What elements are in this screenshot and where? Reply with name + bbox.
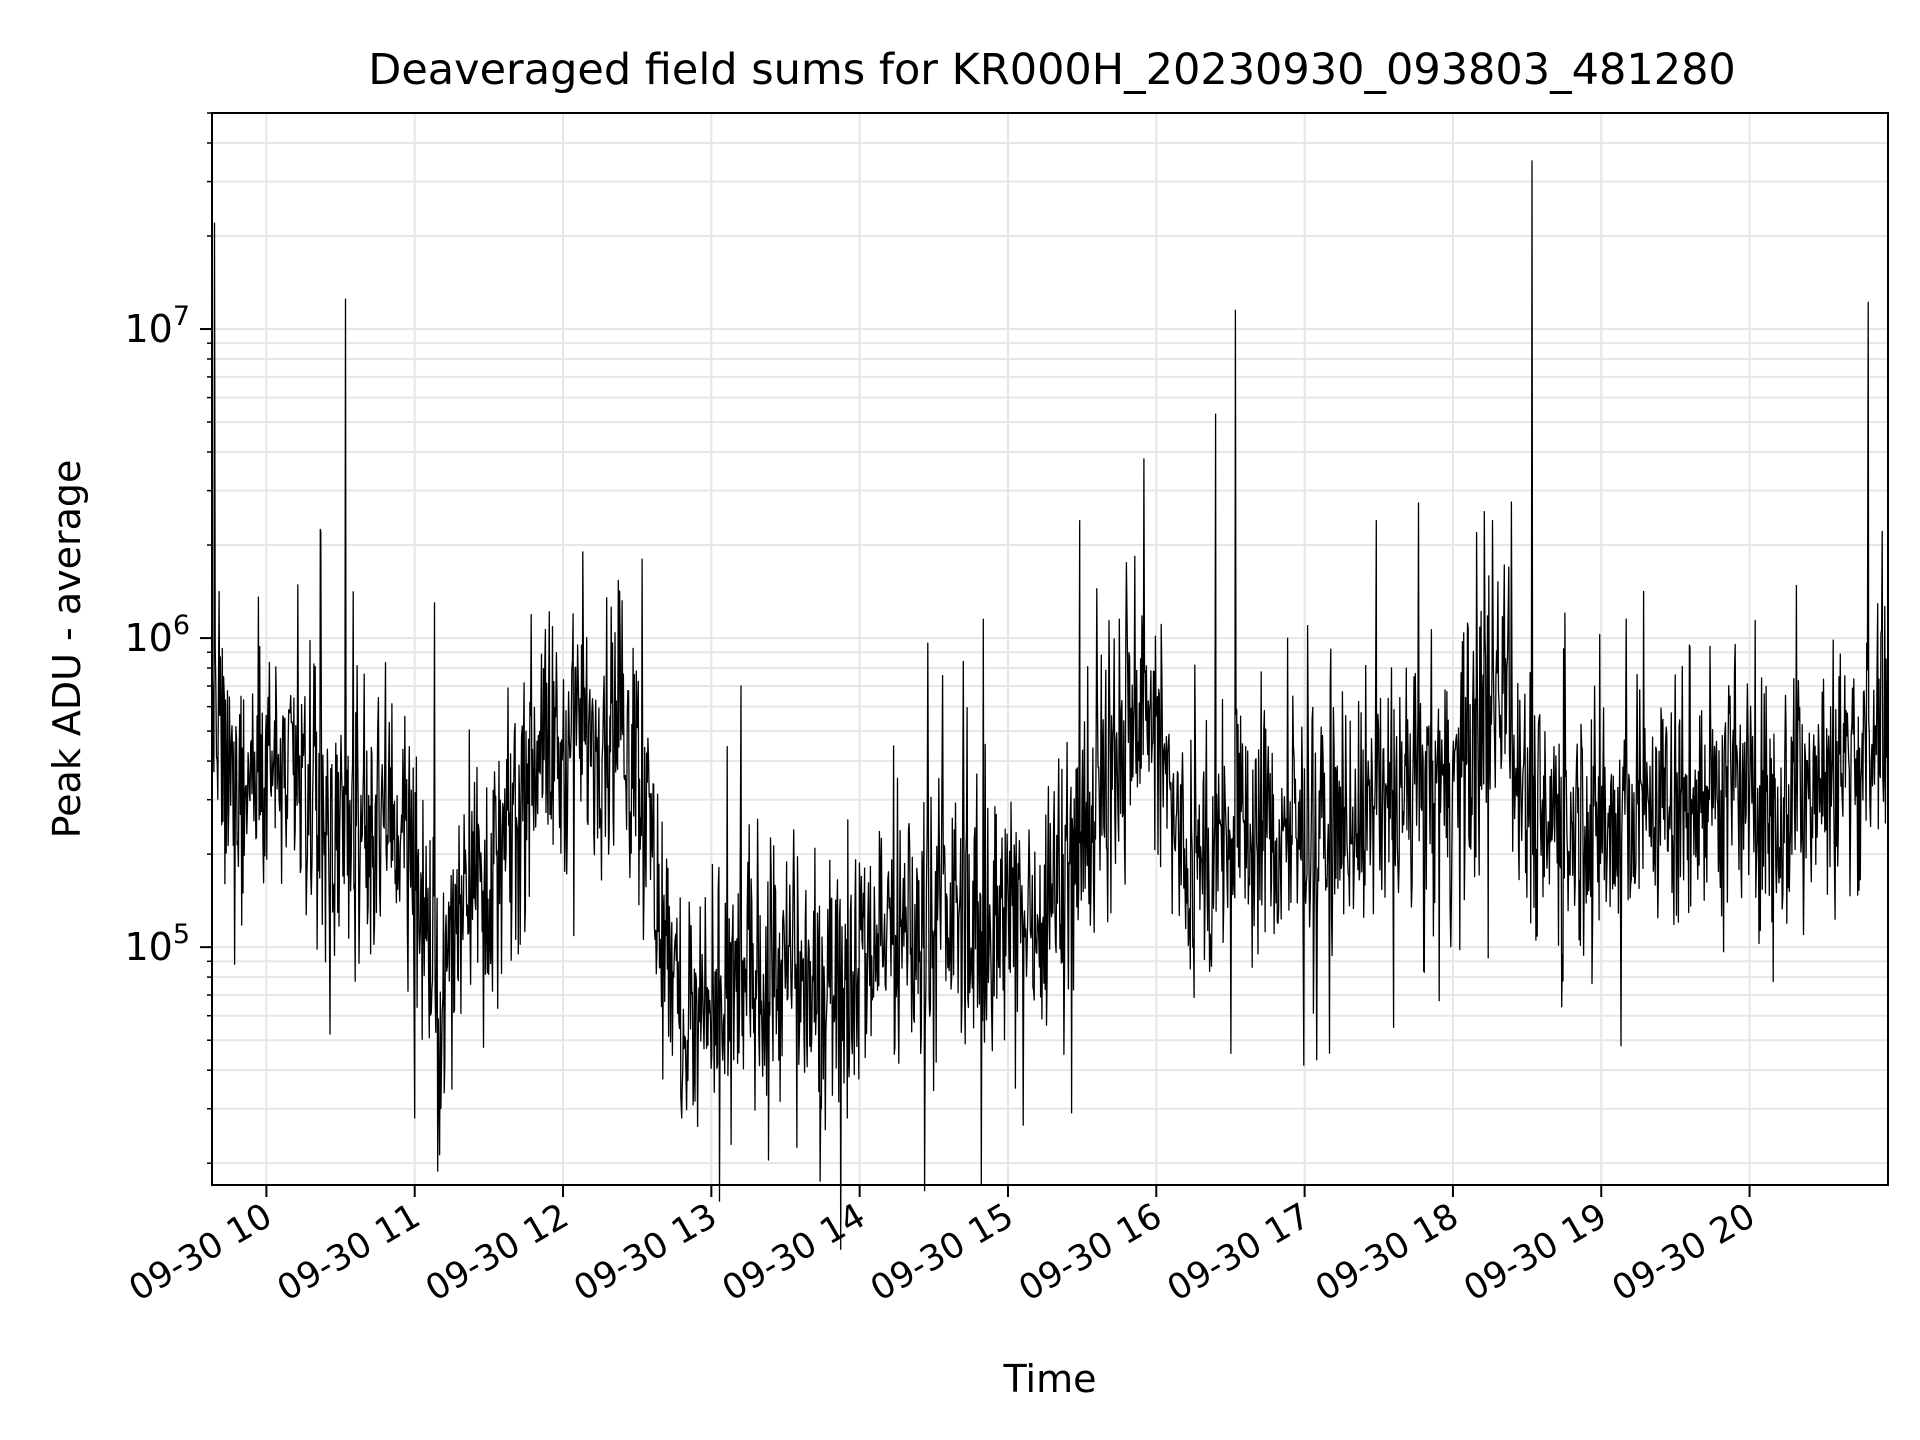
x-tick-label: 09-30 15 [864, 1196, 1020, 1309]
x-tick-label: 09-30 13 [568, 1196, 724, 1309]
x-tick-label: 09-30 12 [419, 1196, 575, 1309]
y-tick-label: 107 [124, 301, 190, 351]
x-tick-label: 09-30 19 [1457, 1196, 1613, 1309]
grid [207, 112, 1888, 1185]
x-tick-label: 09-30 17 [1161, 1196, 1317, 1309]
x-tick-label: 09-30 11 [271, 1196, 427, 1309]
series-line-group [211, 160, 1889, 1250]
chart-title: Deaveraged field sums for KR000H_2023093… [368, 45, 1736, 95]
plot-frame [211, 112, 1889, 1186]
series-line [211, 160, 1889, 1250]
x-tick-label: 09-30 20 [1606, 1196, 1762, 1309]
y-axis-label: Peak ADU - average [45, 460, 89, 839]
x-tick-label: 09-30 16 [1013, 1196, 1169, 1309]
x-axis-label: Time [1003, 1357, 1097, 1401]
y-axis: 105 106 107 [124, 301, 212, 969]
y-tick-label: 105 [124, 919, 190, 969]
x-tick-label: 09-30 14 [716, 1196, 872, 1309]
y-tick-label: 106 [124, 610, 190, 660]
x-tick-label: 09-30 10 [123, 1196, 279, 1309]
x-tick-label: 09-30 18 [1309, 1196, 1465, 1309]
